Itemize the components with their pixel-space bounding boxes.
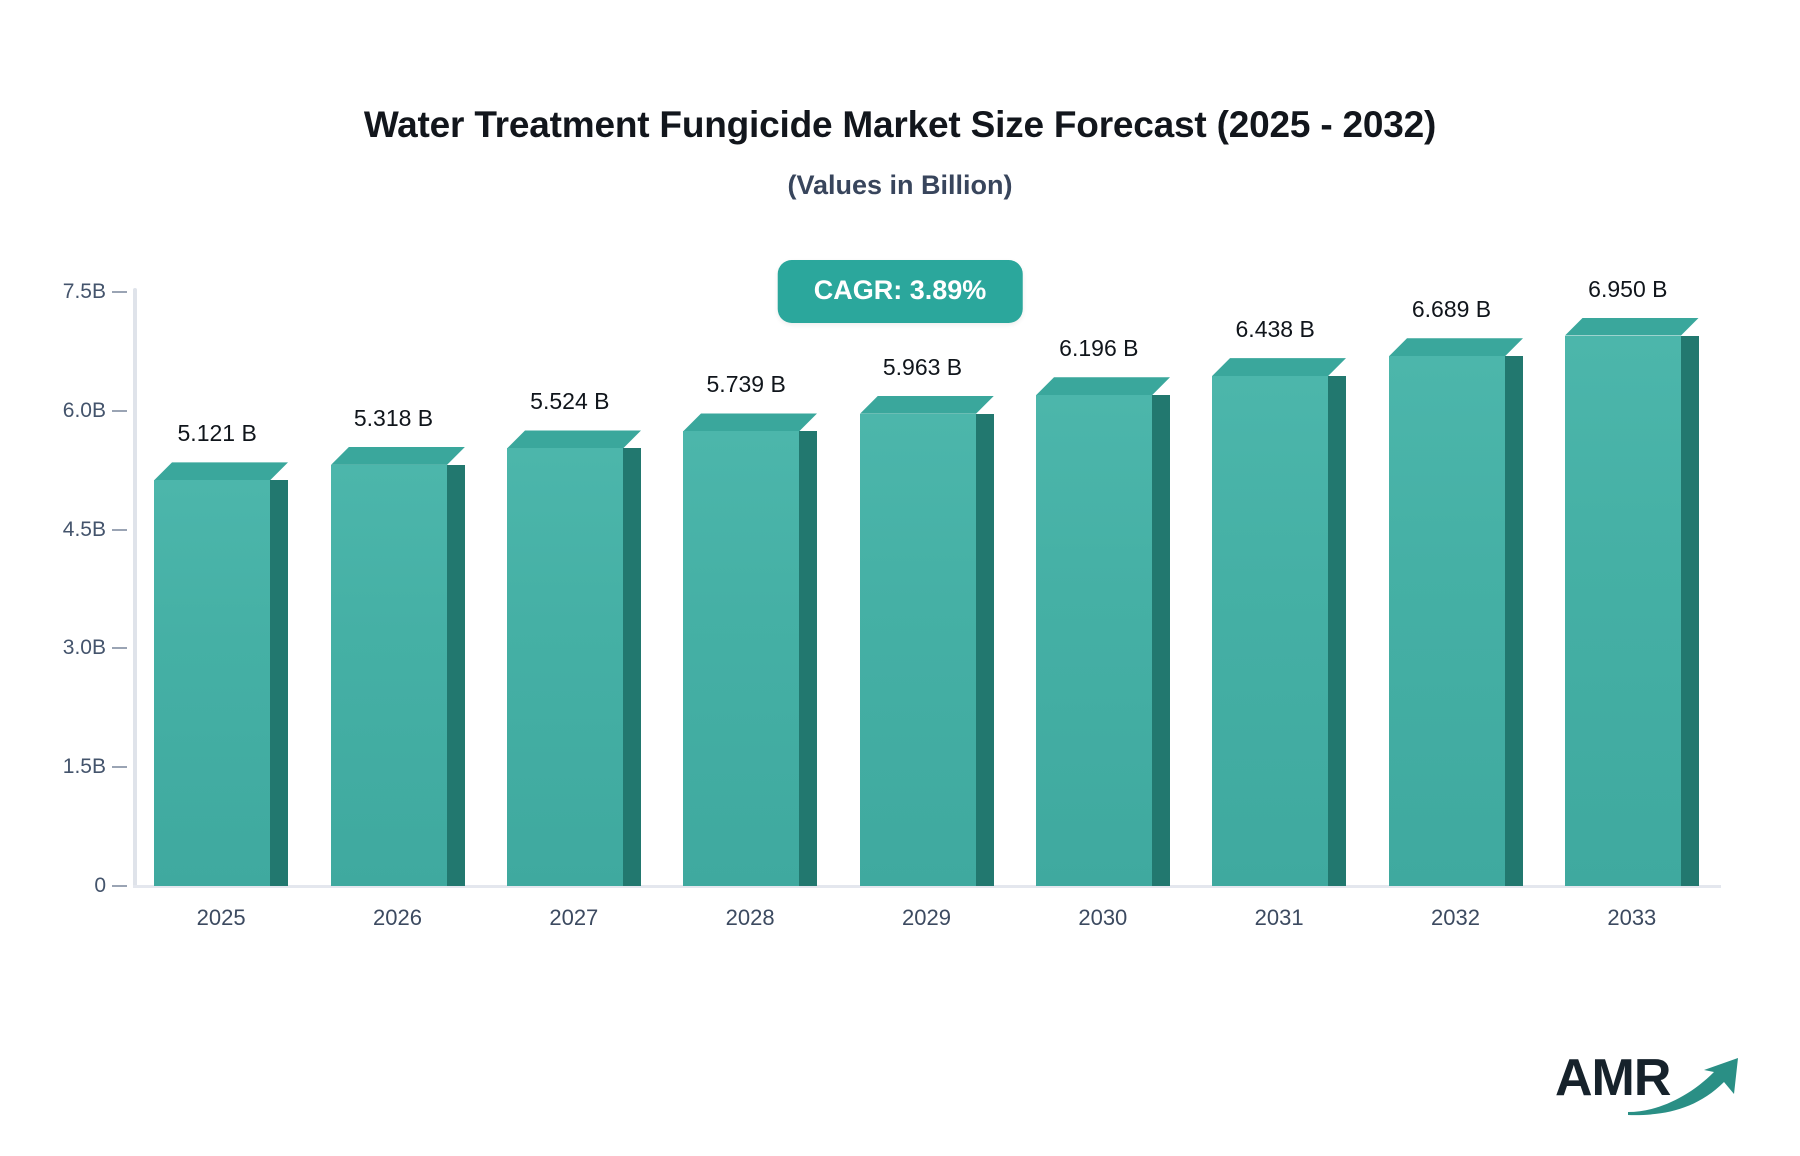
y-axis-tick-mark xyxy=(112,528,127,531)
bar[interactable] xyxy=(1036,377,1170,886)
bar[interactable] xyxy=(1212,358,1346,886)
bar-value-label: 5.739 B xyxy=(706,371,786,398)
bar-value-label: 5.121 B xyxy=(177,420,257,447)
bar-front-face xyxy=(1565,335,1681,886)
y-axis-tick-label: 4.5B xyxy=(62,517,106,541)
x-axis-tick-label: 2026 xyxy=(373,905,422,930)
x-axis-line xyxy=(133,885,1721,888)
amr-logo: AMR xyxy=(1555,1044,1740,1116)
bar-front-face xyxy=(1389,356,1505,886)
bar-side-face xyxy=(623,448,641,886)
bar-value-label: 5.524 B xyxy=(530,388,610,415)
bar-side-face xyxy=(976,413,994,886)
x-axis-tick-label: 2029 xyxy=(902,905,951,930)
bar-top-face xyxy=(1212,358,1346,377)
y-axis-tick-mark xyxy=(112,409,127,412)
bar[interactable] xyxy=(154,462,288,886)
y-axis-tick-mark xyxy=(112,766,127,769)
bar[interactable] xyxy=(860,395,994,886)
bar-value-label: 5.963 B xyxy=(882,353,963,380)
x-axis-tick-label: 2033 xyxy=(1607,905,1657,930)
bar-top-face xyxy=(683,413,817,432)
y-axis-tick-label: 7.5B xyxy=(62,280,106,303)
y-axis-tick-mark xyxy=(112,885,127,887)
y-axis-line xyxy=(133,288,137,888)
x-axis-tick-label: 2027 xyxy=(549,905,599,930)
chart-title: Water Treatment Fungicide Market Size Fo… xyxy=(363,104,1437,145)
bar-top-face xyxy=(860,395,994,414)
x-axis-tick-label: 2032 xyxy=(1431,905,1480,930)
bar-front-face xyxy=(507,448,623,886)
bar-top-face xyxy=(1036,377,1170,396)
bar-top-face xyxy=(331,446,465,465)
bar-front-face xyxy=(683,431,799,886)
bar-side-face xyxy=(1681,335,1699,886)
bar-value-label: 6.438 B xyxy=(1235,316,1315,343)
bar-side-face xyxy=(1328,376,1346,886)
bar-value-label: 6.689 B xyxy=(1411,296,1492,323)
bar-top-face xyxy=(154,462,288,481)
bar-value-label: 5.318 B xyxy=(353,404,434,431)
bar[interactable] xyxy=(683,413,817,886)
bar-front-face xyxy=(331,464,447,886)
x-axis-tick-label: 2030 xyxy=(1078,905,1128,930)
x-axis-tick-label: 2031 xyxy=(1254,905,1304,930)
y-axis-tick-mark xyxy=(112,647,127,650)
bar[interactable] xyxy=(331,446,465,886)
y-axis-tick-label: 3.0B xyxy=(62,636,106,660)
bar-top-face xyxy=(1389,338,1523,357)
bar-value-label: 6.950 B xyxy=(1588,275,1668,302)
bar-front-face xyxy=(1212,376,1328,886)
logo-wordmark: AMR xyxy=(1555,1049,1671,1107)
bar[interactable] xyxy=(1565,317,1699,886)
bar-front-face xyxy=(154,480,270,886)
bar[interactable] xyxy=(1389,338,1523,886)
bar-front-face xyxy=(1036,395,1152,886)
bar-side-face xyxy=(1505,356,1523,886)
bar-side-face xyxy=(1152,395,1170,886)
bar-front-face xyxy=(860,413,976,886)
x-axis-tick-label: 2028 xyxy=(725,905,775,930)
cagr-badge: CAGR: 3.89% xyxy=(777,260,1023,323)
bar-side-face xyxy=(270,480,288,886)
bar-top-face xyxy=(507,430,641,449)
bar-top-face xyxy=(1565,317,1699,336)
x-axis-tick-label: 2025 xyxy=(196,905,246,930)
chart-subtitle: (Values in Billion) xyxy=(787,170,1013,200)
growth-arrow-icon xyxy=(1628,1058,1738,1116)
y-axis-tick-label: 0 xyxy=(94,874,106,897)
y-axis-tick-mark xyxy=(112,291,127,293)
bar-value-label: 6.196 B xyxy=(1059,335,1139,362)
bar[interactable] xyxy=(507,430,641,886)
y-axis-tick-label: 6.0B xyxy=(62,398,106,422)
y-axis-tick-label: 1.5B xyxy=(62,755,106,779)
bar-side-face xyxy=(447,464,465,886)
bar-side-face xyxy=(799,431,817,886)
